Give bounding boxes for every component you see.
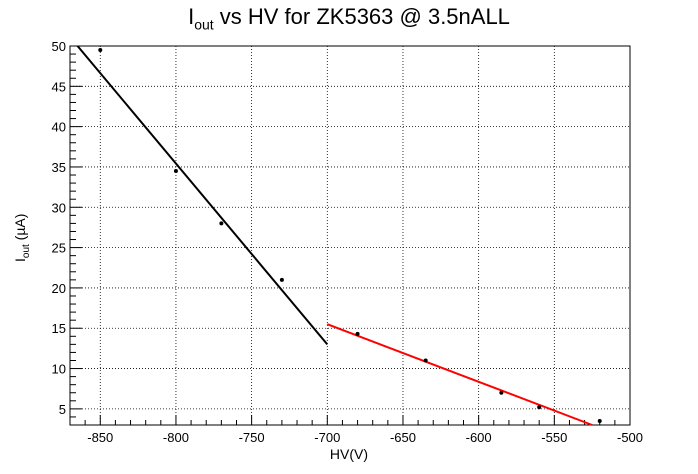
x-tick-label: -550	[541, 430, 567, 445]
data-point	[597, 418, 602, 423]
data-point	[499, 390, 504, 395]
axis-ticks: -850 -800 -750 -700 -650 -600 -550 -500 5 10 15 20 2…	[52, 39, 643, 445]
fit-line	[76, 45, 329, 346]
y-tick-label: 35	[52, 160, 66, 175]
data-point	[219, 221, 224, 226]
grid	[70, 46, 630, 425]
chart-title: Iout vs HV for ZK5363 @ 3.5nALL	[188, 4, 510, 33]
x-tick-label: -500	[617, 430, 643, 445]
y-tick-label: 40	[52, 120, 66, 135]
y-axis-label: Iout (µA)	[12, 213, 32, 262]
data-marks	[76, 45, 602, 426]
y-tick-label: 15	[52, 321, 66, 336]
y-tick-label: 45	[52, 79, 66, 94]
x-tick-label: -800	[163, 430, 189, 445]
y-tick-label: 25	[52, 241, 66, 256]
data-point	[98, 48, 103, 53]
data-point	[279, 277, 284, 282]
x-tick-label: -600	[466, 430, 492, 445]
y-tick-label: 30	[52, 200, 66, 215]
y-tick-label: 5	[59, 402, 66, 417]
y-tick-label: 50	[52, 39, 66, 54]
x-tick-label: -650	[390, 430, 416, 445]
y-tick-label: 20	[52, 281, 66, 296]
fit-line	[326, 323, 593, 426]
x-tick-label: -850	[87, 430, 113, 445]
x-tick-label: -750	[239, 430, 265, 445]
x-tick-label: -700	[314, 430, 340, 445]
data-point	[355, 331, 360, 336]
y-tick-label: 10	[52, 362, 66, 377]
data-point	[537, 405, 542, 410]
data-point	[173, 168, 178, 173]
plot-frame	[69, 45, 631, 426]
data-point	[423, 358, 428, 363]
x-axis-label: HV(V)	[329, 446, 368, 462]
